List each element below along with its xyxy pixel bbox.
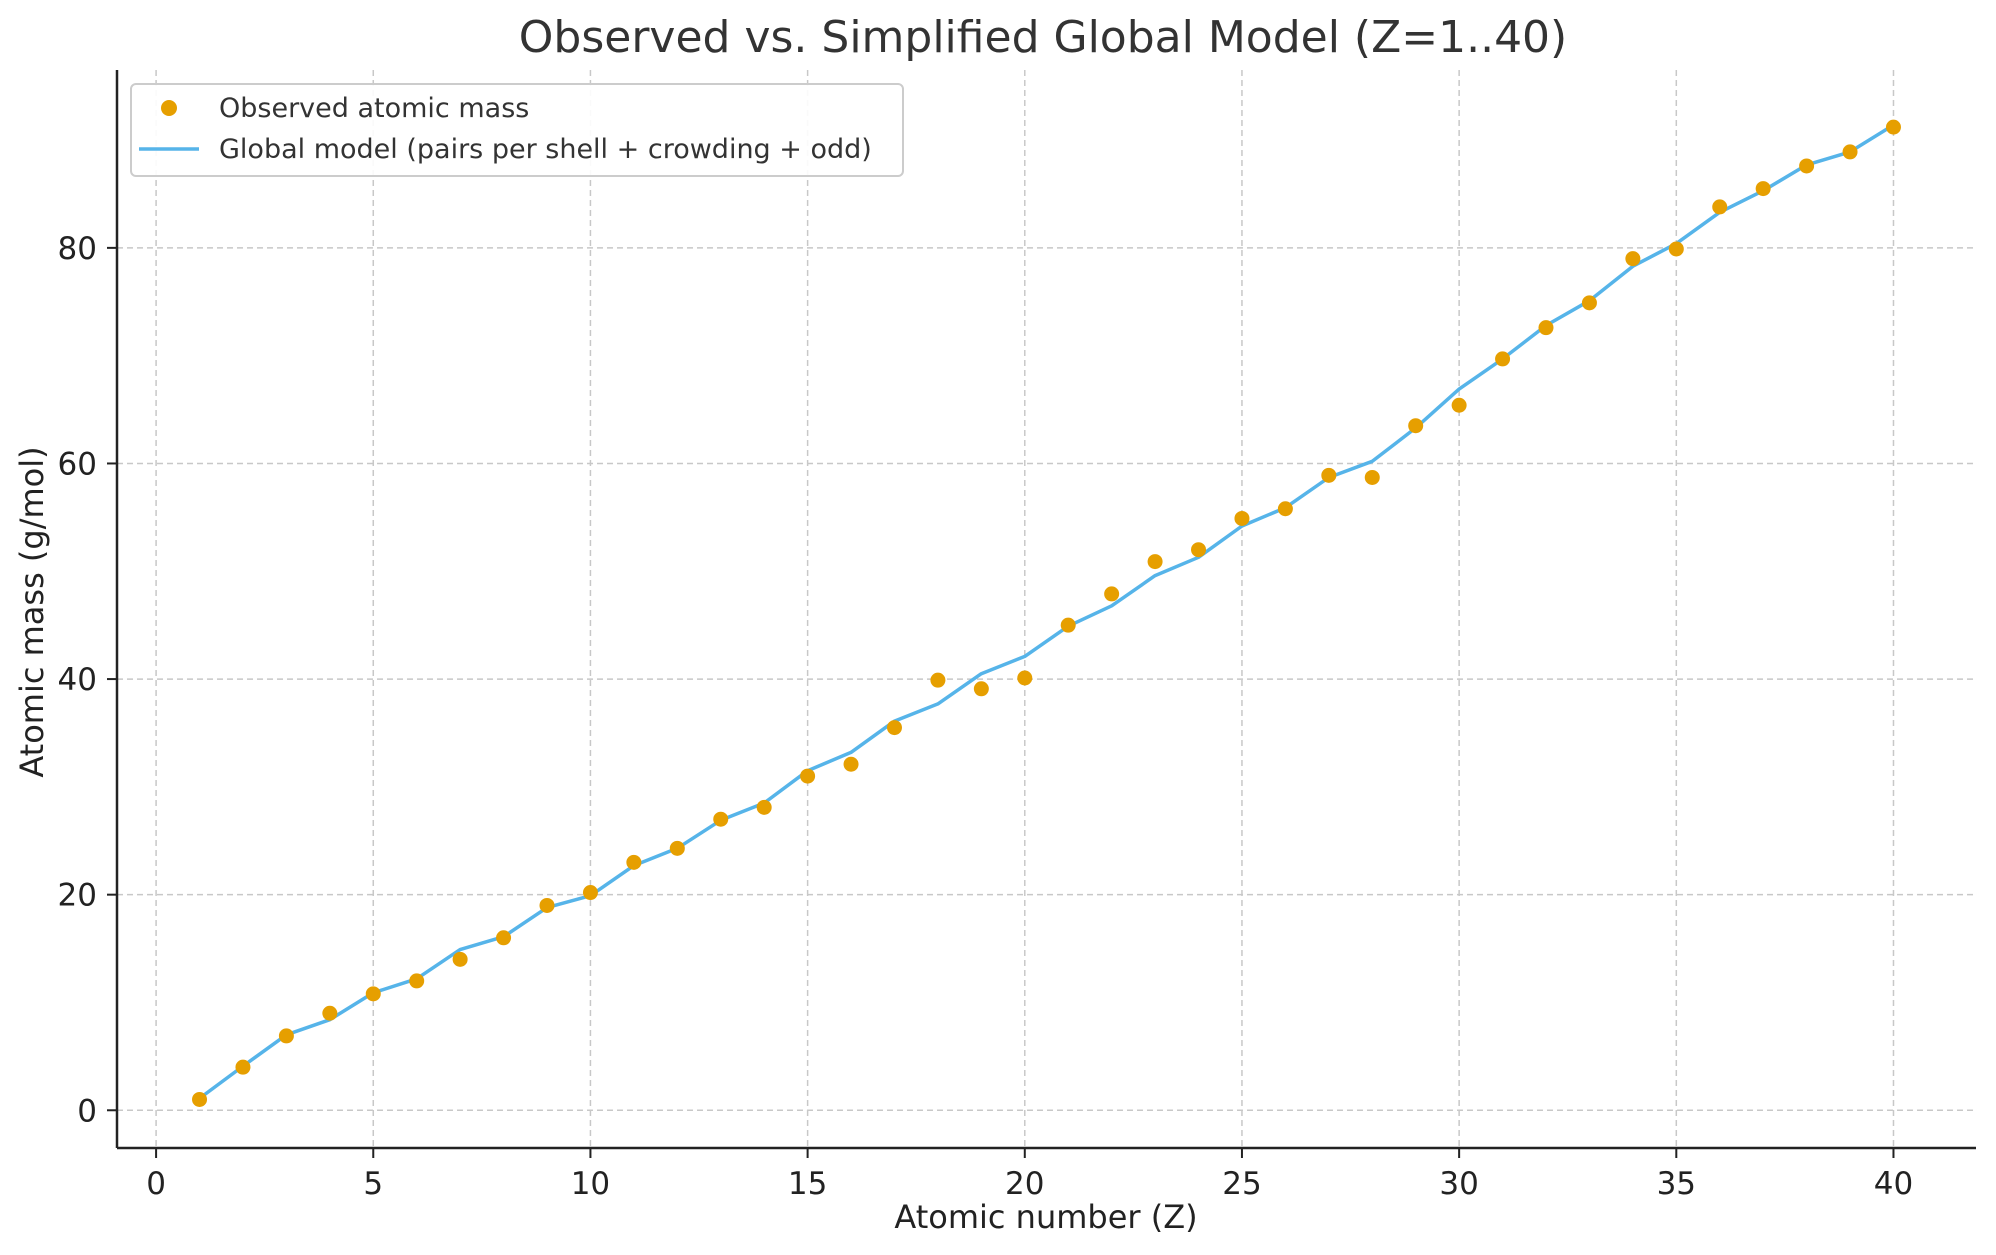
x-axis-ticks: 0 5 10 15 20 25 30 35 40 (146, 1148, 1913, 1202)
observed-point (582, 885, 598, 901)
model-line (198, 123, 1895, 1100)
observed-point (1060, 617, 1076, 633)
y-tick-label: 60 (58, 446, 97, 482)
y-tick-label: 0 (77, 1093, 97, 1129)
observed-point (713, 811, 729, 827)
observed-point (192, 1091, 208, 1107)
x-axis-label: Atomic number (Z) (894, 1198, 1197, 1236)
observed-point (1147, 554, 1163, 570)
observed-series (192, 119, 1901, 1107)
x-tick-label: 25 (1222, 1166, 1261, 1202)
legend-observed-label: Observed atomic mass (219, 93, 529, 124)
observed-point (539, 897, 555, 913)
model-series (198, 123, 1895, 1100)
observed-point (1842, 144, 1858, 160)
observed-point (1017, 670, 1033, 686)
x-tick-label: 35 (1657, 1166, 1696, 1202)
observed-point (235, 1059, 251, 1075)
observed-point (800, 768, 816, 784)
observed-point (886, 720, 902, 736)
observed-point (1799, 158, 1815, 174)
chart-title: Observed vs. Simplified Global Model (Z=… (519, 12, 1567, 63)
observed-point (1581, 295, 1597, 311)
y-axis-label: Atomic mass (g/mol) (13, 446, 51, 777)
observed-point (1364, 469, 1380, 485)
observed-point (1234, 510, 1250, 526)
observed-point (1625, 251, 1641, 267)
observed-point (930, 672, 946, 688)
observed-point (756, 799, 772, 815)
y-tick-label: 80 (58, 231, 97, 267)
x-tick-label: 40 (1874, 1166, 1913, 1202)
observed-point (1712, 199, 1728, 215)
observed-point (409, 973, 425, 989)
legend-observed-marker (161, 100, 177, 116)
observed-point (669, 840, 685, 856)
observed-point (1408, 418, 1424, 434)
observed-point (1321, 467, 1337, 483)
observed-point (1277, 501, 1293, 517)
x-tick-label: 20 (1005, 1166, 1044, 1202)
legend-box (130, 83, 904, 177)
x-tick-label: 15 (788, 1166, 827, 1202)
observed-point (626, 854, 642, 870)
y-axis-ticks: 0 20 40 60 80 (58, 231, 117, 1129)
axes (115, 70, 1976, 1150)
x-tick-label: 0 (146, 1166, 166, 1202)
observed-point (322, 1005, 338, 1021)
x-tick-label: 30 (1439, 1166, 1478, 1202)
observed-point (1104, 586, 1120, 602)
legend: Observed atomic mass Global model (pairs… (130, 83, 904, 177)
y-tick-label: 20 (58, 878, 97, 914)
observed-point (496, 930, 512, 946)
observed-point (365, 986, 381, 1002)
observed-point (452, 951, 468, 967)
observed-point (1538, 320, 1554, 336)
legend-model-label: Global model (pairs per shell + crowding… (219, 134, 872, 165)
observed-point (278, 1028, 294, 1044)
x-tick-label: 5 (363, 1166, 383, 1202)
x-tick-label: 10 (571, 1166, 610, 1202)
observed-point (1755, 181, 1771, 197)
observed-point (973, 681, 989, 697)
observed-point (1885, 119, 1901, 135)
observed-point (1668, 241, 1684, 257)
observed-point (1451, 397, 1467, 413)
observed-point (843, 756, 859, 772)
observed-point (1191, 542, 1207, 558)
y-tick-label: 40 (58, 662, 97, 698)
observed-point (1495, 351, 1511, 367)
